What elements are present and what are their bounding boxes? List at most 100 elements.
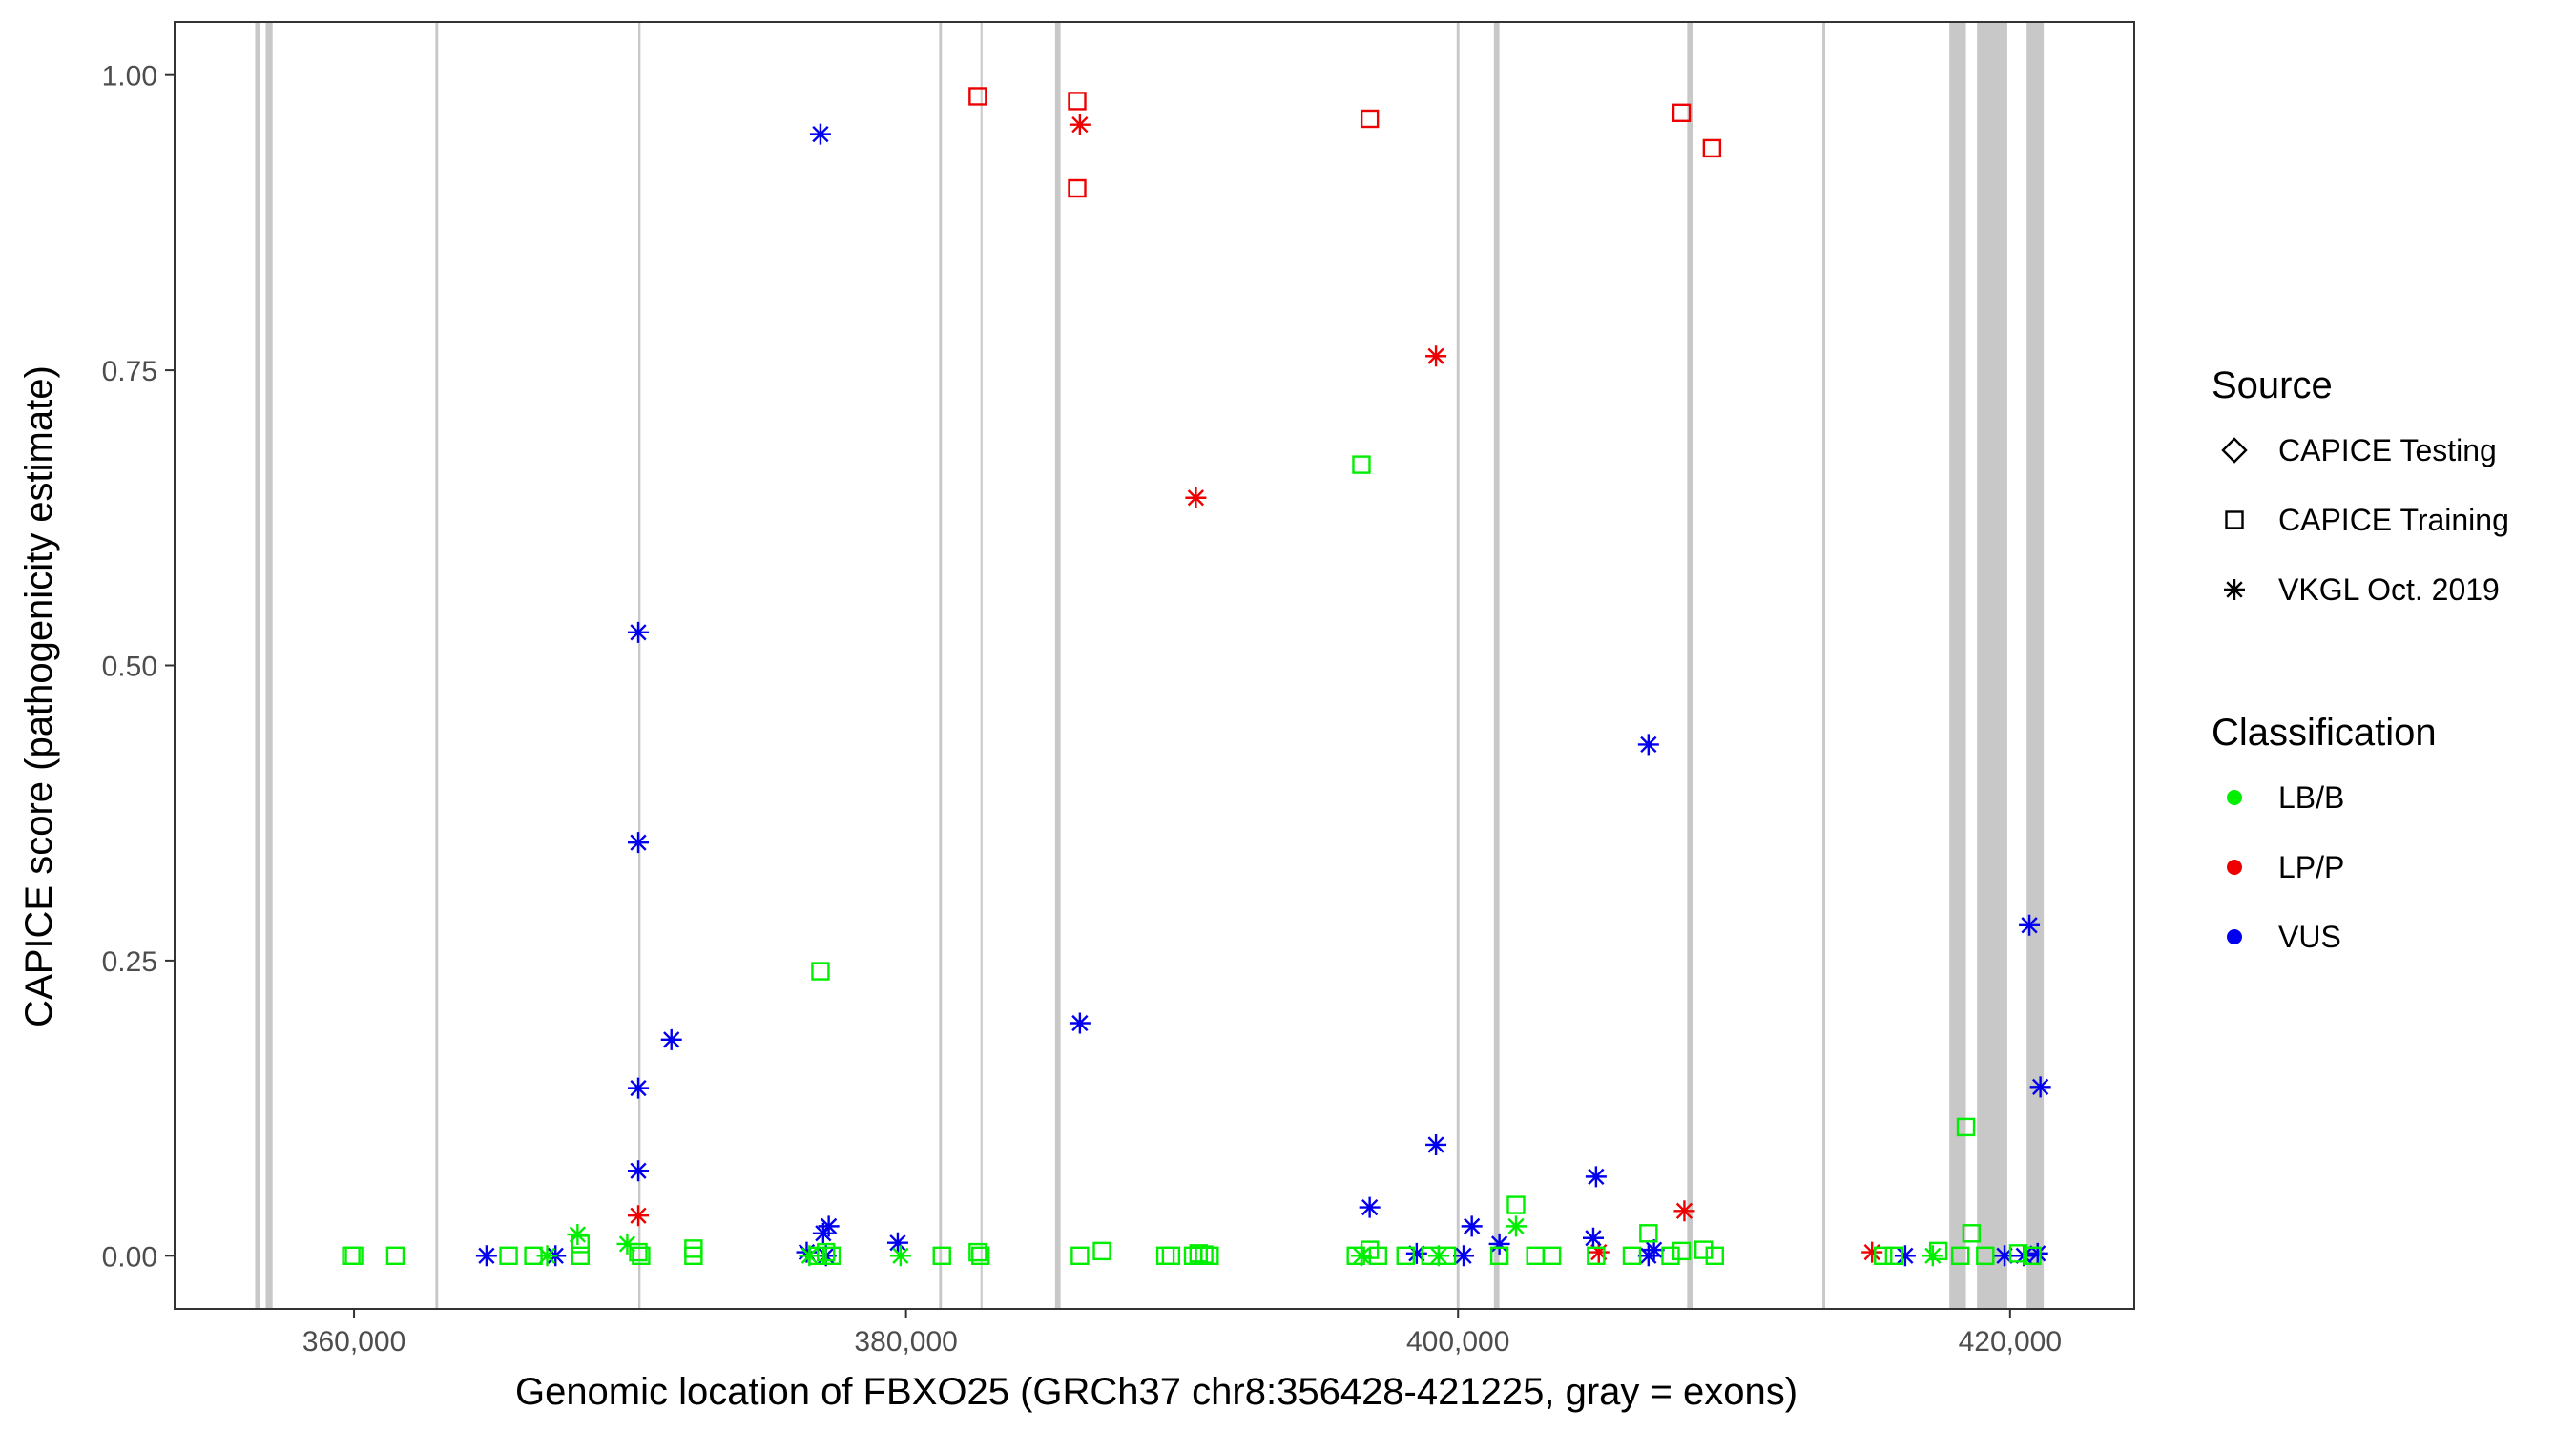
data-point bbox=[2019, 914, 2041, 936]
legend-label: LB/B bbox=[2278, 780, 2344, 815]
data-point bbox=[1068, 92, 1087, 111]
data-point bbox=[475, 1245, 497, 1267]
data-point bbox=[632, 1246, 651, 1266]
data-point bbox=[1588, 1241, 1610, 1263]
data-point bbox=[1352, 455, 1371, 474]
data-point bbox=[567, 1224, 589, 1246]
data-point bbox=[1673, 1200, 1695, 1222]
data-point bbox=[1069, 114, 1091, 135]
data-point bbox=[2029, 1076, 2051, 1098]
data-point bbox=[1542, 1246, 1562, 1266]
data-point bbox=[1884, 1246, 1904, 1266]
x-tick-label: 420,000 bbox=[1959, 1326, 2062, 1358]
data-point bbox=[628, 1160, 650, 1182]
data-point bbox=[1161, 1246, 1181, 1266]
exon-band bbox=[1687, 22, 1693, 1309]
data-point bbox=[1672, 103, 1692, 122]
data-point bbox=[1951, 1246, 1970, 1266]
data-point bbox=[1702, 138, 1722, 158]
legend-classification: Classification LB/B LP/P VUS bbox=[2212, 712, 2437, 954]
data-point bbox=[1189, 1244, 1208, 1263]
data-point bbox=[1068, 178, 1087, 198]
x-tick-label: 400,000 bbox=[1406, 1326, 1509, 1358]
exon-band bbox=[255, 22, 260, 1309]
legend-key-dot bbox=[2227, 929, 2242, 944]
data-point bbox=[1672, 1241, 1692, 1261]
data-point bbox=[1693, 1240, 1714, 1259]
data-point bbox=[1705, 1246, 1724, 1266]
data-point bbox=[1639, 1224, 1658, 1243]
data-point bbox=[1488, 1233, 1510, 1255]
data-point bbox=[1453, 1245, 1475, 1267]
data-point bbox=[809, 123, 831, 145]
exon-band bbox=[638, 22, 641, 1309]
data-point bbox=[971, 1246, 990, 1266]
exon-band bbox=[2026, 22, 2045, 1309]
data-point bbox=[1425, 345, 1447, 367]
y-tick-label: 0.75 bbox=[102, 356, 157, 387]
y-tick-label: 0.00 bbox=[102, 1241, 157, 1273]
data-point bbox=[1396, 1246, 1415, 1266]
data-point bbox=[1489, 1246, 1509, 1266]
data-point bbox=[344, 1246, 364, 1266]
data-point bbox=[629, 1242, 648, 1262]
exon-band bbox=[435, 22, 439, 1309]
data-point bbox=[968, 1242, 987, 1262]
legend-label: VKGL Oct. 2019 bbox=[2278, 572, 2500, 607]
data-point bbox=[536, 1245, 558, 1267]
data-point bbox=[1200, 1246, 1219, 1266]
x-tick-label: 360,000 bbox=[302, 1326, 405, 1358]
exon-bands bbox=[255, 22, 2045, 1309]
data-point bbox=[628, 621, 650, 643]
y-tick-label: 0.50 bbox=[102, 652, 157, 683]
data-point bbox=[1437, 1246, 1457, 1266]
data-points bbox=[342, 87, 2051, 1267]
data-point bbox=[628, 1077, 650, 1099]
data-point bbox=[1994, 1245, 2016, 1267]
data-point bbox=[2023, 1246, 2042, 1266]
data-point bbox=[1956, 1117, 1976, 1137]
data-point bbox=[616, 1233, 638, 1255]
data-point bbox=[1894, 1245, 1916, 1267]
legend-key-dot bbox=[2227, 790, 2242, 805]
y-tick-label: 1.00 bbox=[102, 61, 157, 93]
legend-label: CAPICE Training bbox=[2278, 503, 2509, 537]
data-point bbox=[1861, 1241, 1883, 1263]
data-point bbox=[1092, 1241, 1111, 1261]
legend-source: Source CAPICE Testing CAPICE Training VKGL … bbox=[2212, 364, 2509, 607]
data-point bbox=[1637, 734, 1659, 756]
data-point bbox=[684, 1246, 703, 1266]
data-point bbox=[889, 1245, 911, 1267]
data-point bbox=[1962, 1224, 1982, 1243]
data-point bbox=[660, 1028, 682, 1050]
data-point bbox=[968, 87, 987, 106]
data-point bbox=[817, 1242, 836, 1262]
data-point bbox=[1368, 1246, 1388, 1266]
y-tick-label: 0.25 bbox=[102, 946, 157, 978]
data-point bbox=[886, 1232, 908, 1254]
data-point bbox=[811, 962, 830, 981]
data-point bbox=[1070, 1246, 1090, 1266]
data-point bbox=[1195, 1245, 1214, 1264]
data-point bbox=[1643, 1239, 1665, 1261]
data-point bbox=[1505, 1215, 1527, 1237]
legend-key-diamond bbox=[2221, 437, 2248, 464]
data-point bbox=[1582, 1227, 1604, 1249]
data-point bbox=[1425, 1133, 1447, 1155]
data-point bbox=[571, 1246, 590, 1266]
data-point bbox=[821, 1246, 841, 1266]
data-point bbox=[1069, 1012, 1091, 1034]
exon-band bbox=[1456, 22, 1460, 1309]
exon-band bbox=[1977, 22, 2007, 1309]
data-point bbox=[385, 1246, 405, 1266]
exon-band bbox=[1054, 22, 1061, 1309]
data-point bbox=[628, 1205, 650, 1227]
data-point bbox=[1185, 487, 1207, 508]
data-point bbox=[1461, 1215, 1483, 1237]
data-point bbox=[524, 1246, 543, 1266]
exon-band bbox=[1493, 22, 1500, 1309]
data-point bbox=[1874, 1246, 1893, 1266]
data-point bbox=[628, 832, 650, 854]
data-point bbox=[1587, 1246, 1606, 1266]
